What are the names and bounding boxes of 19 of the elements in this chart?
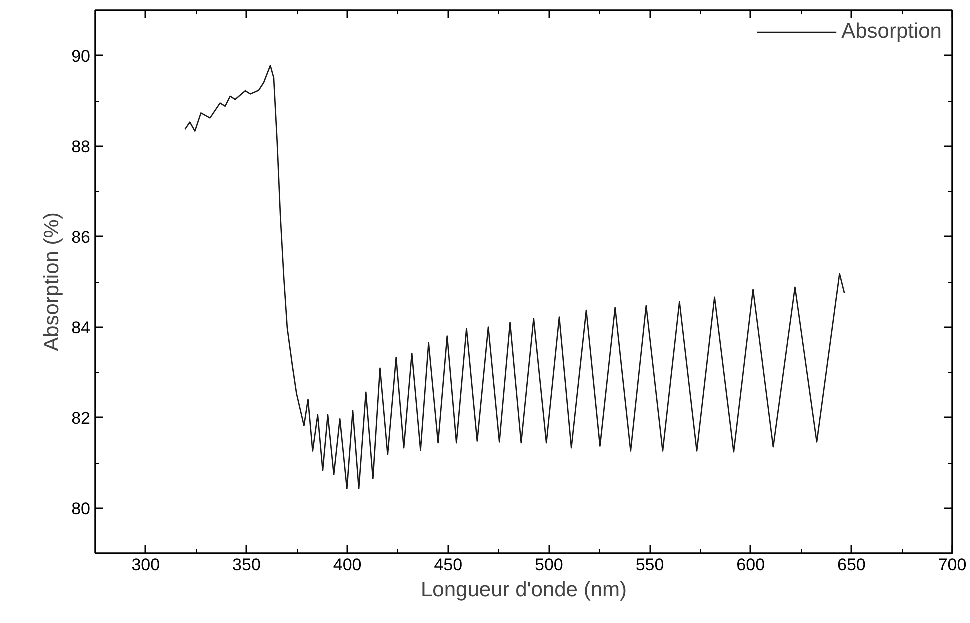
x-axis-title: Longueur d'onde (nm)	[421, 578, 627, 602]
x-tick-label: 300	[132, 556, 160, 574]
y-tick-label: 82	[72, 408, 91, 428]
x-tick-label: 500	[535, 556, 564, 574]
y-tick-label: 86	[72, 228, 91, 247]
y-tick-label: 84	[72, 318, 91, 338]
x-tick-label: 600	[736, 556, 766, 574]
y-tick-label: 88	[72, 137, 91, 156]
line-series	[184, 65, 846, 490]
x-tick-label: 450	[434, 556, 463, 574]
y-axis-title: Absorption (%)	[40, 212, 64, 352]
legend-label: Absorption	[842, 20, 942, 44]
x-tick-label: 700	[938, 556, 967, 574]
y-tick-label: 80	[72, 499, 91, 518]
x-tick-label: 400	[333, 556, 362, 574]
x-tick-label: 350	[232, 556, 261, 574]
x-tick-label: 550	[636, 556, 664, 574]
y-tick-label: 90	[72, 46, 91, 66]
x-tick-label: 650	[837, 556, 866, 574]
